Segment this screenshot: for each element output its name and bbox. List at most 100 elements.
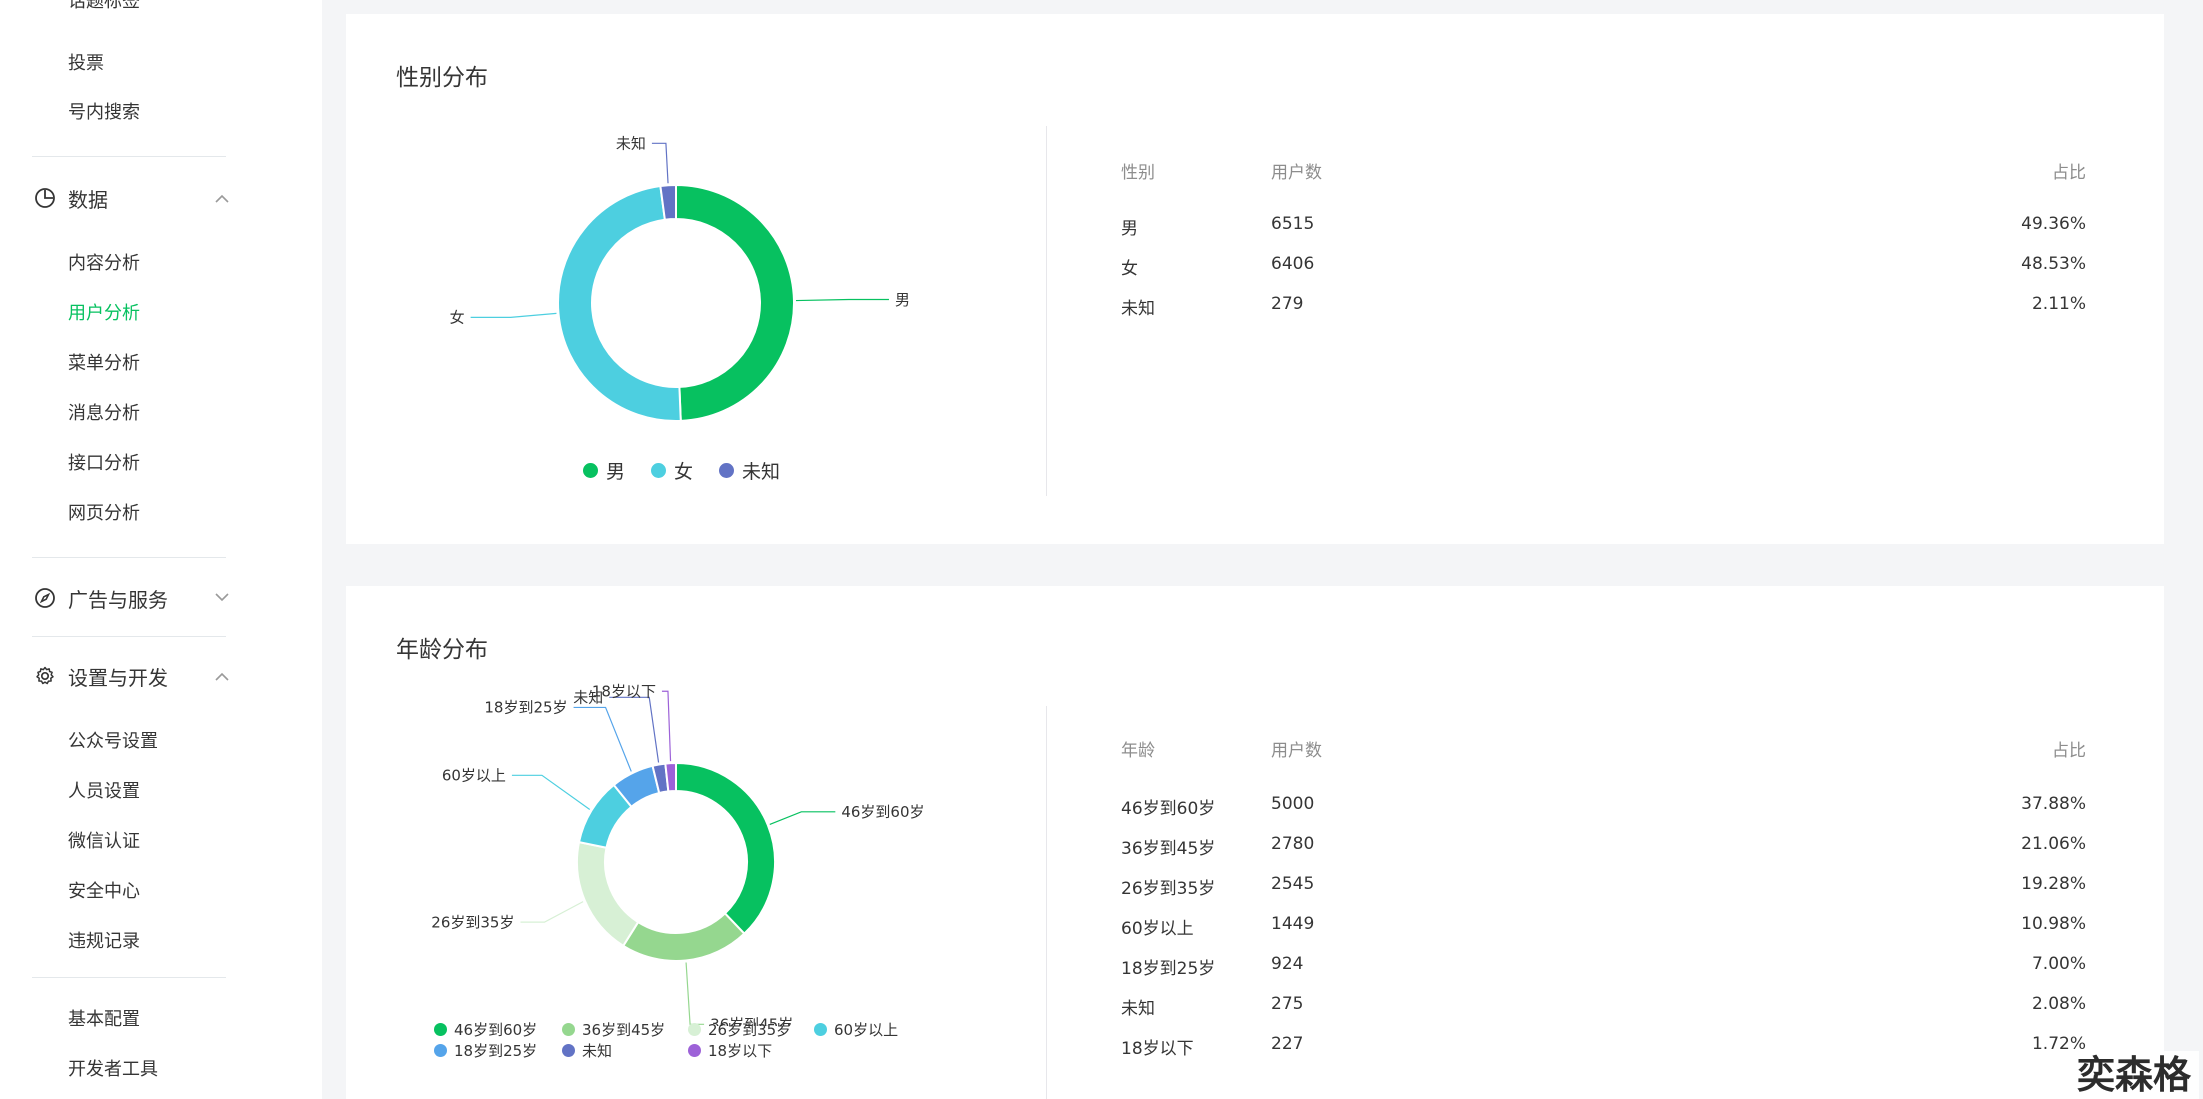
- legend-dot: [688, 1023, 701, 1036]
- legend-dot: [434, 1044, 447, 1057]
- age-cell-ratio: 2.08%: [2031, 994, 2086, 1014]
- sidebar-item-content-analysis[interactable]: 内容分析: [68, 253, 140, 274]
- sidebar-divider: [32, 557, 226, 558]
- age-cell-ratio: 7.00%: [2031, 954, 2086, 974]
- legend-label[interactable]: 26岁到35岁: [708, 1021, 792, 1039]
- slice-label: 未知: [573, 689, 603, 707]
- age-col-header-category: 年龄: [1121, 741, 1155, 761]
- sidebar-group-label: 设置与开发: [68, 665, 168, 690]
- sidebar-divider: [32, 977, 226, 978]
- legend-dot: [434, 1023, 447, 1036]
- donut-slice[interactable]: [675, 183, 795, 422]
- sidebar-item-wechat-verify[interactable]: 微信认证: [68, 831, 140, 852]
- gender-col-header-category: 性别: [1121, 163, 1155, 183]
- gender-cell-ratio: 48.53%: [2021, 254, 2086, 274]
- sidebar-item-vote[interactable]: 投票: [68, 53, 104, 74]
- label-leader-line: [470, 312, 557, 318]
- sidebar-item-account-settings[interactable]: 公众号设置: [68, 731, 158, 752]
- legend-dot: [562, 1023, 575, 1036]
- sidebar-item-security-center[interactable]: 安全中心: [68, 881, 140, 902]
- sidebar-group-data[interactable]: 数据: [34, 183, 108, 213]
- sidebar-divider: [32, 636, 226, 637]
- legend-label[interactable]: 36岁到45岁: [582, 1021, 666, 1039]
- sidebar-item-menu-analysis[interactable]: 菜单分析: [68, 353, 140, 374]
- legend-label[interactable]: 女: [674, 461, 694, 483]
- label-leader-line: [795, 298, 889, 302]
- compass-icon: [35, 588, 55, 608]
- age-col-header-ratio: 占比: [2052, 741, 2086, 761]
- age-cell-users: 2545: [1271, 874, 1315, 894]
- legend-label[interactable]: 男: [606, 461, 626, 483]
- legend-dot-female: [651, 463, 667, 478]
- donut-slice[interactable]: [557, 184, 682, 422]
- donut-slice[interactable]: [659, 183, 677, 221]
- age-cell-users: 1449: [1271, 914, 1315, 934]
- age-legend: 46岁到60岁 36岁到45岁 26岁到35岁 60岁以上 18岁到25岁 未知…: [434, 1019, 954, 1069]
- gender-cell-users: 6515: [1271, 214, 1315, 234]
- donut-slice[interactable]: [576, 840, 640, 948]
- age-cell-category: 18岁到25岁: [1121, 959, 1216, 979]
- gender-title: 性别分布: [396, 65, 488, 91]
- sidebar-item-api-analysis[interactable]: 接口分析: [68, 453, 140, 474]
- label-leader-line: [769, 811, 836, 826]
- chevron-up-icon[interactable]: [214, 669, 230, 685]
- legend-label[interactable]: 未知: [742, 461, 781, 483]
- gender-cell-users: 6406: [1271, 254, 1315, 274]
- gender-card: 性别分布 男女未知 男 女 未知 性别 用户数 占比 男 6515 49.36%…: [346, 14, 2164, 544]
- age-cell-users: 924: [1271, 954, 1304, 974]
- gender-col-header-users: 用户数: [1271, 163, 1322, 183]
- label-leader-line: [609, 696, 660, 763]
- legend-label[interactable]: 18岁以下: [708, 1042, 773, 1060]
- age-cell-users: 2780: [1271, 834, 1315, 854]
- chevron-down-icon[interactable]: [214, 589, 230, 605]
- age-cell-ratio: 37.88%: [2021, 794, 2086, 814]
- sidebar-item-user-analysis[interactable]: 用户分析: [68, 303, 140, 324]
- label-leader-line: [661, 690, 672, 762]
- age-cell-ratio: 19.28%: [2021, 874, 2086, 894]
- gender-cell-category: 女: [1121, 259, 1138, 279]
- pie-chart-icon: [35, 188, 55, 208]
- gender-donut-chart: 男女 未知: [450, 135, 910, 422]
- donut-slice[interactable]: [664, 761, 677, 793]
- gender-legend: 男 女 未知: [583, 457, 780, 484]
- age-separator: [1046, 706, 1047, 1099]
- sidebar-item-staff-settings[interactable]: 人员设置: [68, 781, 140, 802]
- gear-icon: [36, 666, 54, 685]
- age-cell-ratio: 10.98%: [2021, 914, 2086, 934]
- age-cell-category: 36岁到45岁: [1121, 839, 1216, 859]
- age-cell-users: 275: [1271, 994, 1304, 1014]
- chevron-up-icon[interactable]: [214, 191, 230, 207]
- sidebar-group-label: 广告与服务: [68, 587, 168, 612]
- sidebar-divider: [32, 156, 226, 157]
- age-cell-category: 未知: [1121, 999, 1155, 1019]
- donut-slice[interactable]: [621, 911, 746, 962]
- legend-label[interactable]: 未知: [582, 1042, 613, 1060]
- donut-slice[interactable]: [675, 761, 776, 936]
- sidebar-group-ads[interactable]: 广告与服务: [34, 583, 168, 613]
- sidebar-item-basic-config[interactable]: 基本配置: [68, 1009, 140, 1030]
- age-cell-ratio: 1.72%: [2031, 1034, 2086, 1054]
- sidebar-group-settings[interactable]: 设置与开发: [34, 661, 168, 691]
- slice-label: 60岁以上: [442, 767, 506, 785]
- label-leader-line: [685, 962, 705, 1025]
- sidebar-item-dev-tools[interactable]: 开发者工具: [68, 1059, 158, 1080]
- gender-cell-users: 279: [1271, 294, 1304, 314]
- legend-dot-male: [583, 463, 598, 478]
- sidebar-item-message-analysis[interactable]: 消息分析: [68, 403, 140, 424]
- sidebar-item-webpage-analysis[interactable]: 网页分析: [68, 503, 140, 524]
- watermark-logo: 奕森格: [2068, 1051, 2199, 1099]
- sidebar: 话题标签 投票 号内搜索 数据 内容分析 用户分析 菜单分析 消息分析 接口分析…: [0, 0, 322, 1099]
- label-leader-line: [573, 706, 632, 772]
- sidebar-item-violation-records[interactable]: 违规记录: [68, 931, 140, 952]
- legend-dot: [814, 1023, 827, 1036]
- sidebar-item-topic-tags[interactable]: 话题标签: [68, 0, 140, 12]
- age-cell-users: 5000: [1271, 794, 1315, 814]
- sidebar-group-label: 数据: [68, 187, 108, 212]
- age-title: 年龄分布: [396, 637, 488, 663]
- legend-label[interactable]: 46岁到60岁: [454, 1021, 538, 1039]
- sidebar-item-search[interactable]: 号内搜索: [68, 102, 140, 123]
- legend-label[interactable]: 18岁到25岁: [454, 1042, 538, 1060]
- slice-label: 18岁以下: [592, 682, 656, 700]
- legend-label[interactable]: 60岁以上: [834, 1021, 899, 1039]
